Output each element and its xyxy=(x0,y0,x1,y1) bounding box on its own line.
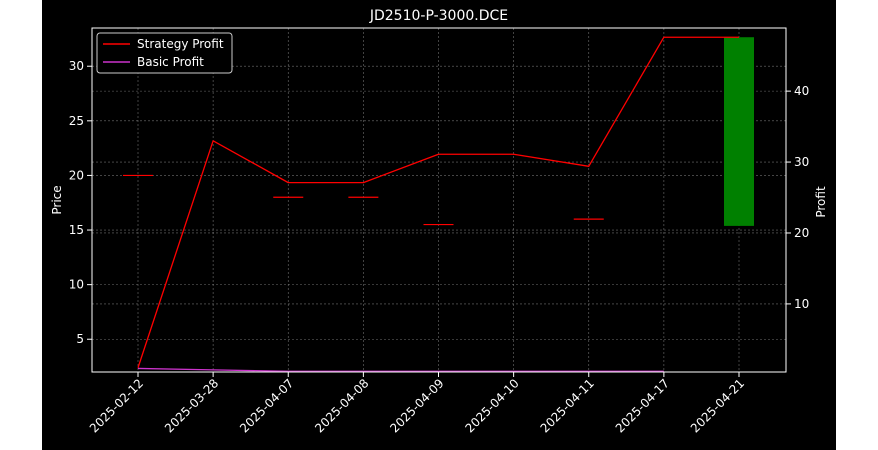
legend-label-basic: Basic Profit xyxy=(137,55,204,69)
y-tick-label-left: 5 xyxy=(76,332,84,346)
chart-title: JD2510-P-3000.DCE xyxy=(369,8,508,24)
y-tick-label-left: 10 xyxy=(69,278,84,292)
y-tick-label-left: 15 xyxy=(69,223,84,237)
y-tick-label-left: 25 xyxy=(69,114,84,128)
series-line-strategy-profit xyxy=(137,36,739,368)
profit-bars xyxy=(724,37,754,226)
legend-label-strategy: Strategy Profit xyxy=(137,37,224,51)
price-markers xyxy=(123,174,604,226)
legend: Strategy Profit Basic Profit xyxy=(96,32,233,74)
y-tick-label-right: 20 xyxy=(794,226,809,240)
profit-bar xyxy=(724,37,754,226)
y-tick-label-right: 30 xyxy=(794,155,809,169)
y-tick-label-right: 40 xyxy=(794,84,809,98)
y-axis-label-right: Profit xyxy=(814,186,828,218)
y-tick-label-left: 20 xyxy=(69,168,84,182)
y-tick-label-left: 30 xyxy=(69,59,84,73)
legend-box xyxy=(96,32,233,74)
series-line-basic-profit xyxy=(137,367,664,372)
y-tick-label-right: 10 xyxy=(794,297,809,311)
series-lines xyxy=(137,36,739,372)
y-axis-label-left: Price xyxy=(50,185,64,214)
